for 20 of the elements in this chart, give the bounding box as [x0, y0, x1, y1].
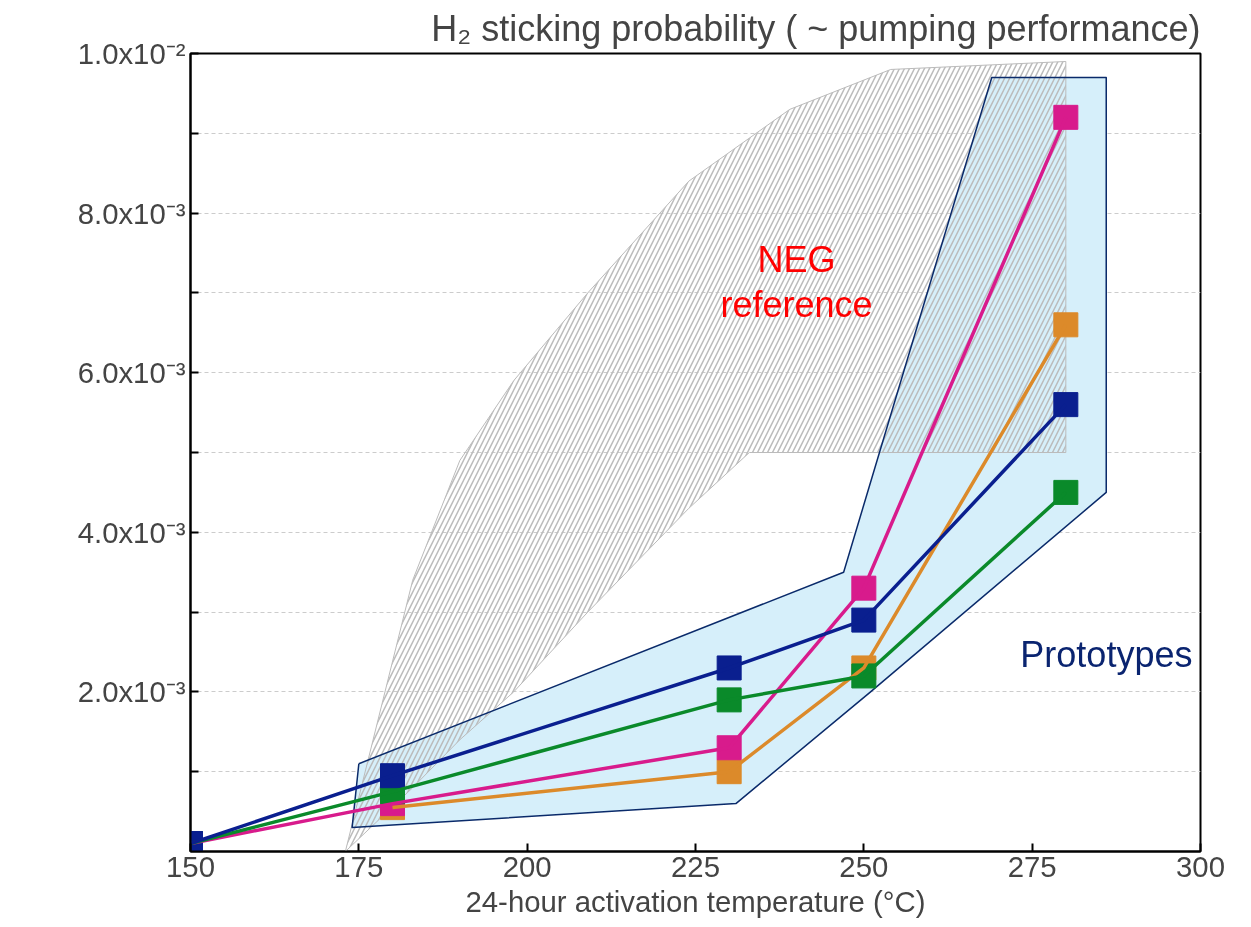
- y-tick-label: 6.0x10⁻³: [77, 356, 186, 390]
- point: [1053, 392, 1079, 418]
- x-tick-label: 300: [1176, 849, 1225, 883]
- x-tick-label: 250: [839, 849, 889, 883]
- x-axis-title: 24-hour activation temperature (°C): [465, 884, 926, 918]
- x-tick-label: 275: [1007, 849, 1057, 883]
- y-tick-label: 8.0x10⁻³: [77, 196, 186, 230]
- x-tick-label: 225: [671, 849, 720, 883]
- y-tick-label: 1.0x10⁻²: [77, 37, 186, 70]
- y-tick-label: 4.0x10⁻³: [77, 515, 186, 549]
- point: [1053, 104, 1079, 130]
- point: [1053, 479, 1079, 505]
- annotation: Prototypes: [1020, 633, 1193, 675]
- y-tick-label: 2.0x10⁻³: [77, 675, 186, 709]
- x-tick-label: 200: [502, 849, 552, 883]
- annotation: NEG reference: [720, 238, 873, 325]
- point: [1053, 312, 1079, 338]
- x-tick-label: 150: [166, 849, 215, 883]
- chart-title: H₂ sticking probability ( ~ pumping performance): [431, 7, 1201, 49]
- x-tick-label: 175: [334, 849, 384, 883]
